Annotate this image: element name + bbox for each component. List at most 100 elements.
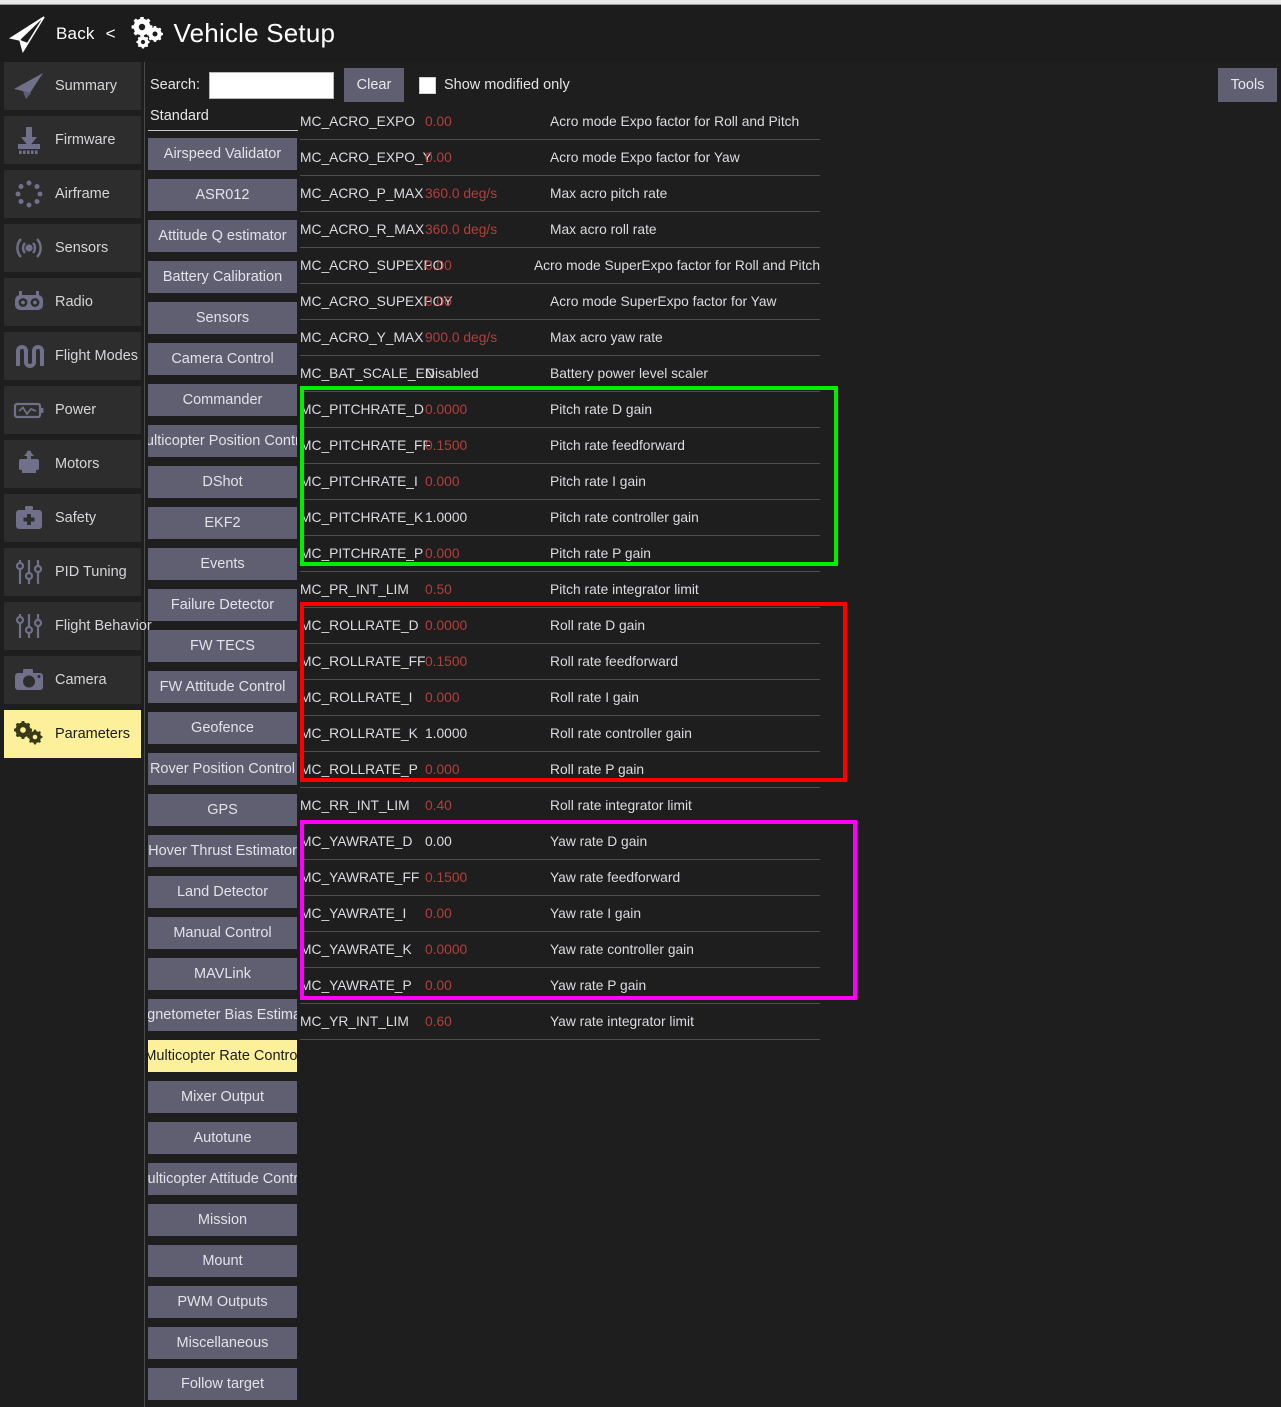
parameter-group-geofence[interactable]: Geofence [148,712,297,744]
parameter-row[interactable]: MC_ROLLRATE_FF 0.1500 Roll rate feedforwar… [300,644,820,680]
search-input[interactable] [208,71,334,99]
parameter-group-gps[interactable]: GPS [148,794,297,826]
parameter-value: 0.1500 [425,438,468,453]
clear-button[interactable]: Clear [343,68,404,102]
parameter-group-events[interactable]: Events [148,548,297,580]
parameter-group-dshot[interactable]: DShot [148,466,297,498]
parameter-description: Yaw rate integrator limit [550,1014,694,1029]
parameter-row[interactable]: MC_ACRO_R_MAX 360.0 deg/s Max acro roll ra… [300,212,820,248]
parameter-group-battery-calibration[interactable]: Battery Calibration [148,261,297,293]
parameter-group-follow-target[interactable]: Follow target [148,1368,297,1400]
parameter-value: 0.00 [425,114,452,129]
parameter-row[interactable]: MC_ACRO_EXPO 0.00 Acro mode Expo factor fo… [300,104,820,140]
sidebar-item-summary[interactable]: Summary [4,62,141,110]
parameter-group-mount[interactable]: Mount [148,1245,297,1277]
parameter-name: MC_ROLLRATE_K [300,726,418,741]
chevron-left-icon[interactable]: < [105,23,116,43]
parameter-group-camera-control[interactable]: Camera Control [148,343,297,375]
parameter-group-mission[interactable]: Mission [148,1204,297,1236]
parameter-group-magnetometer-bias-estimator[interactable]: Magnetometer Bias Estimator [148,999,297,1031]
parameter-group-mavlink[interactable]: MAVLink [148,958,297,990]
parameter-group-land-detector[interactable]: Land Detector [148,876,297,908]
parameter-value: 0.50 [425,582,452,597]
show-modified-only-checkbox[interactable] [418,76,436,94]
parameter-group-pwm-outputs[interactable]: PWM Outputs [148,1286,297,1318]
parameter-group-failure-detector[interactable]: Failure Detector [148,589,297,621]
parameter-value: 0.000 [425,546,460,561]
parameter-row[interactable]: MC_PITCHRATE_FF 0.1500 Pitch rate feedforw… [300,428,820,464]
parameter-row[interactable]: MC_YR_INT_LIM 0.60 Yaw rate integrator lim… [300,1004,820,1040]
parameter-row[interactable]: MC_PR_INT_LIM 0.50 Pitch rate integrator l… [300,572,820,608]
parameter-name: MC_YR_INT_LIM [300,1014,409,1029]
parameter-group-multicopter-position-control[interactable]: Multicopter Position Control [148,425,297,457]
parameter-row[interactable]: MC_PITCHRATE_K 1.0000 Pitch rate controlle… [300,500,820,536]
sidebar-item-radio[interactable]: Radio [4,278,141,326]
parameter-row[interactable]: MC_ACRO_SUPEXPOY 0.00 Acro mode SuperExpo … [300,284,820,320]
parameter-row[interactable]: MC_PITCHRATE_I 0.000 Pitch rate I gain [300,464,820,500]
parameter-row[interactable]: MC_ROLLRATE_I 0.000 Roll rate I gain [300,680,820,716]
parameter-group-ekf2[interactable]: EKF2 [148,507,297,539]
parameter-row[interactable]: MC_ROLLRATE_P 0.000 Roll rate P gain [300,752,820,788]
sidebar-item-label: Airframe [55,186,110,202]
parameter-name: MC_BAT_SCALE_EN [300,366,435,381]
parameter-row[interactable]: MC_ACRO_EXPO_Y 0.00 Acro mode Expo factor … [300,140,820,176]
parameter-group-airspeed-validator[interactable]: Airspeed Validator [148,138,297,170]
parameter-group-mixer-output[interactable]: Mixer Output [148,1081,297,1113]
parameter-row[interactable]: MC_YAWRATE_I 0.00 Yaw rate I gain [300,896,820,932]
parameter-group-multicopter-attitude-control[interactable]: Multicopter Attitude Control [148,1163,297,1195]
sidebar-item-camera[interactable]: Camera [4,656,141,704]
parameter-value: 360.0 deg/s [425,222,498,237]
parameter-row[interactable]: MC_ROLLRATE_K 1.0000 Roll rate controller … [300,716,820,752]
parameter-group-manual-control[interactable]: Manual Control [148,917,297,949]
parameter-description: Acro mode SuperExpo factor for Roll and … [533,258,820,273]
parameter-group-miscellaneous[interactable]: Miscellaneous [148,1327,297,1359]
sidebar-item-motors[interactable]: Motors [4,440,141,488]
battery-icon [10,395,48,425]
search-label: Search: [150,77,200,93]
parameter-row[interactable]: MC_ACRO_Y_MAX 900.0 deg/s Max acro yaw rat… [300,320,820,356]
parameter-group-hover-thrust-estimator[interactable]: Hover Thrust Estimator [148,835,297,867]
parameter-row[interactable]: MC_PITCHRATE_D 0.0000 Pitch rate D gain [300,392,820,428]
parameter-row[interactable]: MC_PITCHRATE_P 0.000 Pitch rate P gain [300,536,820,572]
sidebar-item-flight-modes[interactable]: Flight Modes [4,332,141,380]
sidebar-item-firmware[interactable]: Firmware [4,116,141,164]
parameter-row[interactable]: MC_ACRO_P_MAX 360.0 deg/s Max acro pitch r… [300,176,820,212]
show-modified-only-label[interactable]: Show modified only [443,77,570,93]
first-aid-kit-icon [10,503,48,533]
parameter-group-attitude-q-estimator[interactable]: Attitude Q estimator [148,220,297,252]
parameter-row[interactable]: MC_RR_INT_LIM 0.40 Roll rate integrator li… [300,788,820,824]
parameter-description: Max acro roll rate [550,222,657,237]
parameter-row[interactable]: MC_BAT_SCALE_EN Disabled Battery power lev… [300,356,820,392]
sidebar-item-airframe[interactable]: Airframe [4,170,141,218]
parameter-group-multicopter-rate-control[interactable]: Multicopter Rate Control [148,1040,297,1072]
parameter-row[interactable]: MC_ACRO_SUPEXPO 0.00 Acro mode SuperExpo f… [300,248,820,284]
parameter-row[interactable]: MC_YAWRATE_FF 0.1500 Yaw rate feedforward [300,860,820,896]
sidebar-item-flight-behavior[interactable]: Flight Behavior [4,602,152,650]
paper-plane-icon[interactable] [6,14,48,54]
parameter-group-rover-position-control[interactable]: Rover Position Control [148,753,297,785]
sidebar-item-pid-tuning[interactable]: PID Tuning [4,548,141,596]
sidebar-item-power[interactable]: Power [4,386,141,434]
parameter-group-asr012[interactable]: ASR012 [148,179,297,211]
sidebar-item-parameters[interactable]: Parameters [4,710,141,758]
sidebar-item-safety[interactable]: Safety [4,494,141,542]
sliders-icon [10,557,48,587]
tools-button[interactable]: Tools [1218,68,1277,102]
parameter-row[interactable]: MC_YAWRATE_P 0.00 Yaw rate P gain [300,968,820,1004]
parameter-group-sensors[interactable]: Sensors [148,302,297,334]
parameter-group-fw-tecs[interactable]: FW TECS [148,630,297,662]
parameter-group-fw-attitude-control[interactable]: FW Attitude Control [148,671,297,703]
parameter-group-autotune[interactable]: Autotune [148,1122,297,1154]
parameter-row[interactable]: MC_ROLLRATE_D 0.0000 Roll rate D gain [300,608,820,644]
sidebar-item-sensors[interactable]: Sensors [4,224,141,272]
parameter-row[interactable]: MC_YAWRATE_D 0.00 Yaw rate D gain [300,824,820,860]
parameter-group-commander[interactable]: Commander [148,384,297,416]
parameter-description: Yaw rate D gain [550,834,648,849]
parameter-name: MC_YAWRATE_I [300,906,407,921]
motor-icon [10,449,48,479]
back-button-label[interactable]: Back [56,23,95,43]
page-title: Vehicle Setup [173,18,336,48]
sensors-waves-icon [10,233,48,263]
parameter-row[interactable]: MC_YAWRATE_K 0.0000 Yaw rate controller ga… [300,932,820,968]
parameter-group-list[interactable]: Standard Airspeed Validator ASR012 Attitud… [148,108,300,1407]
